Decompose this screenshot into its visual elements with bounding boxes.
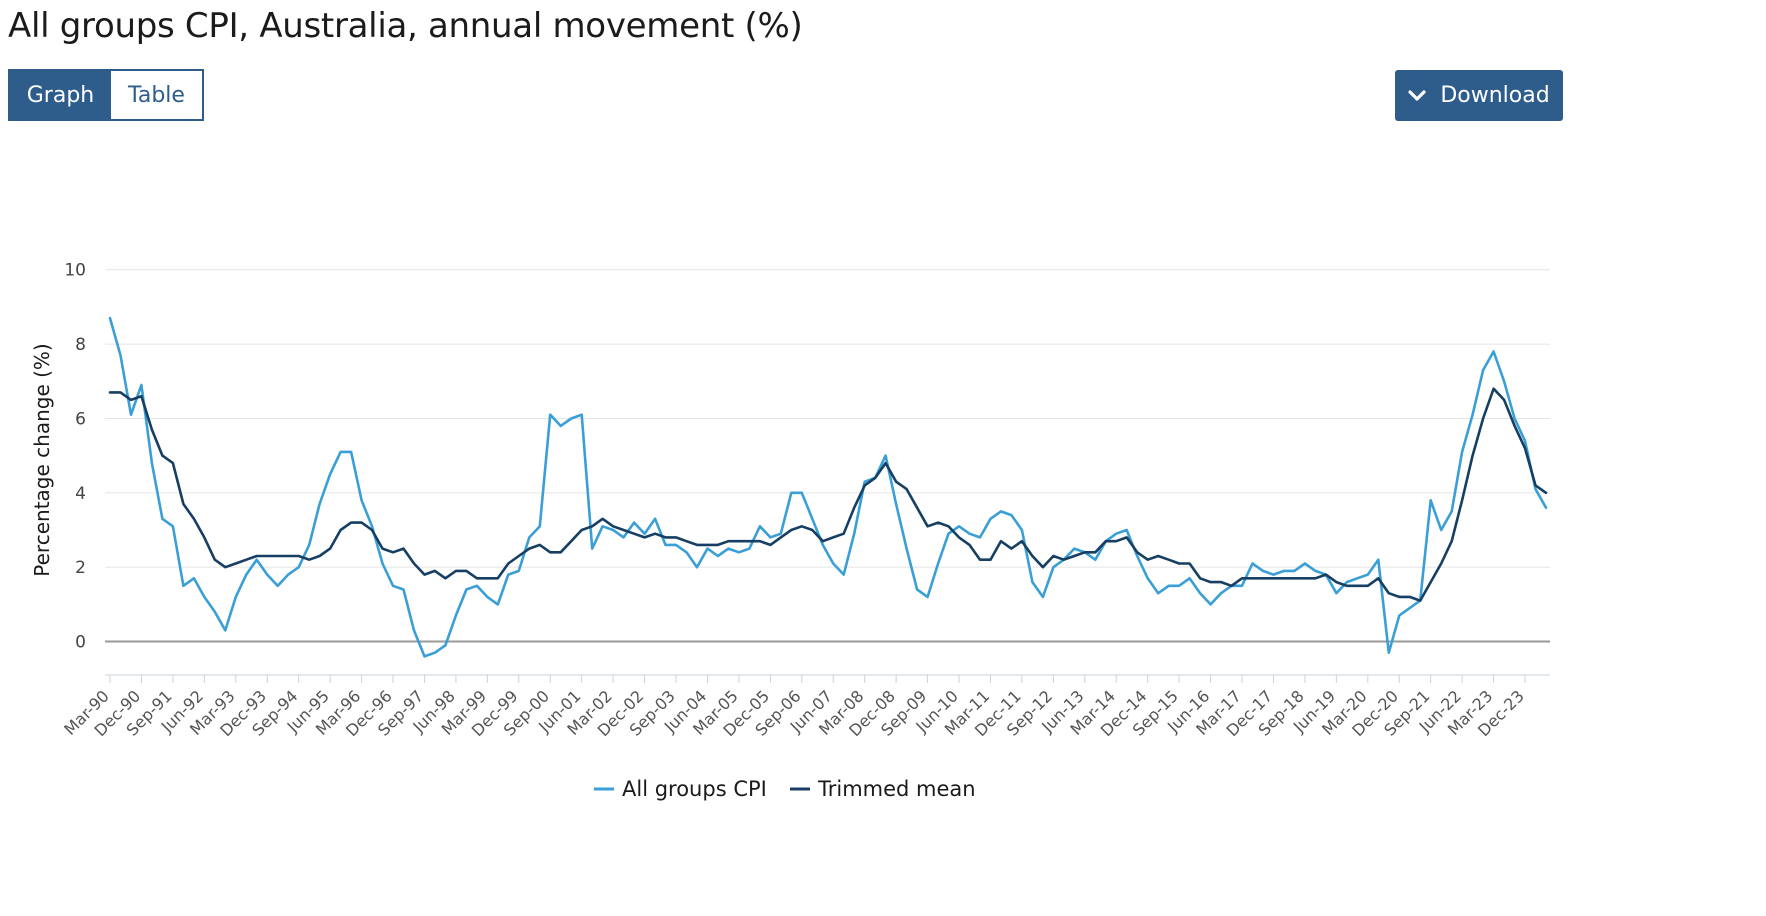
y-tick-label: 8 [75, 335, 86, 355]
x-axis-ticks: Mar-90Dec-90Sep-91Jun-92Mar-93Dec-93Sep-… [60, 675, 1528, 740]
download-button[interactable]: Download [1395, 70, 1563, 121]
chevron-down-icon [1408, 89, 1426, 101]
y-tick-label: 4 [75, 484, 86, 504]
table-tab-button[interactable]: Table [111, 71, 202, 119]
graph-tab-button[interactable]: Graph [10, 71, 111, 119]
legend: All groups CPI Trimmed mean [594, 777, 976, 801]
y-tick-label: 0 [75, 633, 86, 653]
series-line-all-groups-cpi[interactable] [108, 316, 1548, 658]
legend-label-all-groups-cpi: All groups CPI [622, 777, 767, 801]
legend-label-trimmed-mean: Trimmed mean [817, 777, 976, 801]
grid-layer [105, 269, 1550, 676]
view-toggle: Graph Table [8, 69, 204, 121]
y-tick-label: 6 [75, 409, 86, 429]
series-layer [108, 316, 1548, 658]
y-tick-label: 2 [75, 558, 86, 578]
y-axis-title: Percentage change (%) [30, 343, 54, 576]
download-label: Download [1440, 83, 1550, 108]
legend-item-all-groups-cpi[interactable]: All groups CPI [594, 777, 767, 801]
y-tick-label: 10 [64, 261, 86, 281]
legend-item-trimmed-mean[interactable]: Trimmed mean [790, 777, 976, 801]
y-axis-ticks: 0 2 4 6 8 10 [64, 261, 86, 653]
series-line-trimmed-mean[interactable] [108, 387, 1548, 602]
page-title: All groups CPI, Australia, annual moveme… [8, 6, 803, 46]
